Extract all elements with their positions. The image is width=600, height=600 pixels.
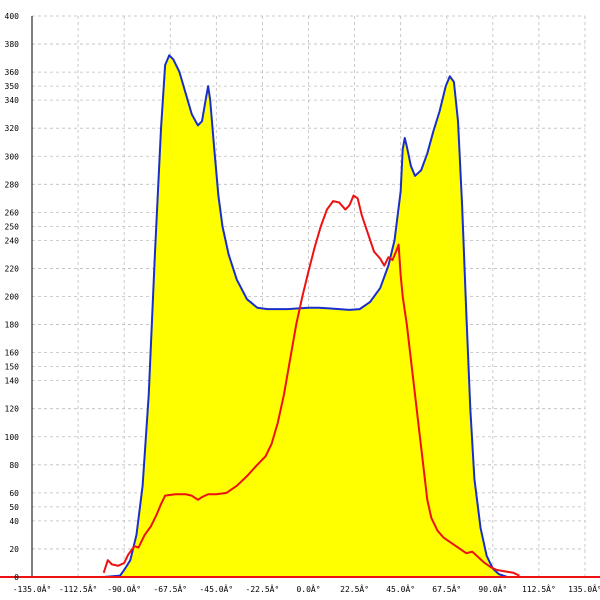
y-tick-label: 300	[5, 152, 20, 161]
y-tick-label: 280	[5, 180, 20, 189]
series-area-fill	[103, 55, 508, 577]
y-tick-label: 140	[5, 377, 20, 386]
x-tick-label: 22.5Â°	[340, 583, 369, 594]
x-tick-label: -135.0Â°	[13, 583, 52, 594]
x-tick-label: -45.0Â°	[199, 583, 233, 594]
x-tick-label: 45.0Â°	[386, 583, 415, 594]
y-tick-label: 350	[5, 82, 20, 91]
y-tick-label: 40	[9, 517, 19, 526]
x-tick-label: 135.0Â°	[568, 583, 600, 594]
y-tick-label: 220	[5, 264, 20, 273]
y-tick-label: 20	[9, 545, 19, 554]
series-line-blue	[103, 54, 508, 578]
x-tick-labels: -135.0Â° -112.5Â° -90.0Â° -67.5Â° -45.0Â° -22…	[13, 583, 600, 594]
y-tick-label: 320	[5, 124, 20, 133]
y-tick-label: 380	[5, 40, 20, 49]
y-tick-label: 260	[5, 208, 20, 217]
y-tick-label: 60	[9, 489, 19, 498]
x-tick-label: -112.5Â°	[59, 583, 98, 594]
y-tick-label: 100	[5, 433, 20, 442]
series-lines	[102, 54, 520, 578]
y-tick-label: 150	[5, 363, 20, 372]
x-tick-label: 67.5Â°	[432, 583, 461, 594]
y-tick-label: 250	[5, 222, 20, 231]
y-tick-label: 120	[5, 405, 20, 414]
y-tick-labels: 0 20 40 50 60 80 100 120 140 150 160 180 200 220 240 25…	[5, 12, 20, 582]
y-tick-label: 180	[5, 321, 20, 330]
series-line-red	[102, 194, 520, 577]
y-tick-label: 0	[14, 573, 19, 582]
axes	[0, 16, 600, 578]
x-tick-label: 112.5Â°	[522, 583, 556, 594]
x-tick-label: -67.5Â°	[153, 583, 187, 594]
y-tick-label: 160	[5, 349, 20, 358]
x-tick-label: -90.0Â°	[107, 583, 141, 594]
x-tick-label: 90.0Â°	[478, 583, 507, 594]
y-tick-label: 50	[9, 503, 19, 512]
y-tick-label: 80	[9, 461, 19, 470]
area-fill-layer	[103, 55, 508, 577]
y-tick-label: 200	[5, 293, 20, 302]
x-tick-label: 0.0Â°	[296, 583, 320, 594]
y-tick-label: 240	[5, 236, 20, 245]
y-tick-label: 340	[5, 96, 20, 105]
y-tick-label: 360	[5, 68, 20, 77]
x-tick-label: -22.5Â°	[246, 583, 280, 594]
y-tick-label: 400	[5, 12, 20, 21]
